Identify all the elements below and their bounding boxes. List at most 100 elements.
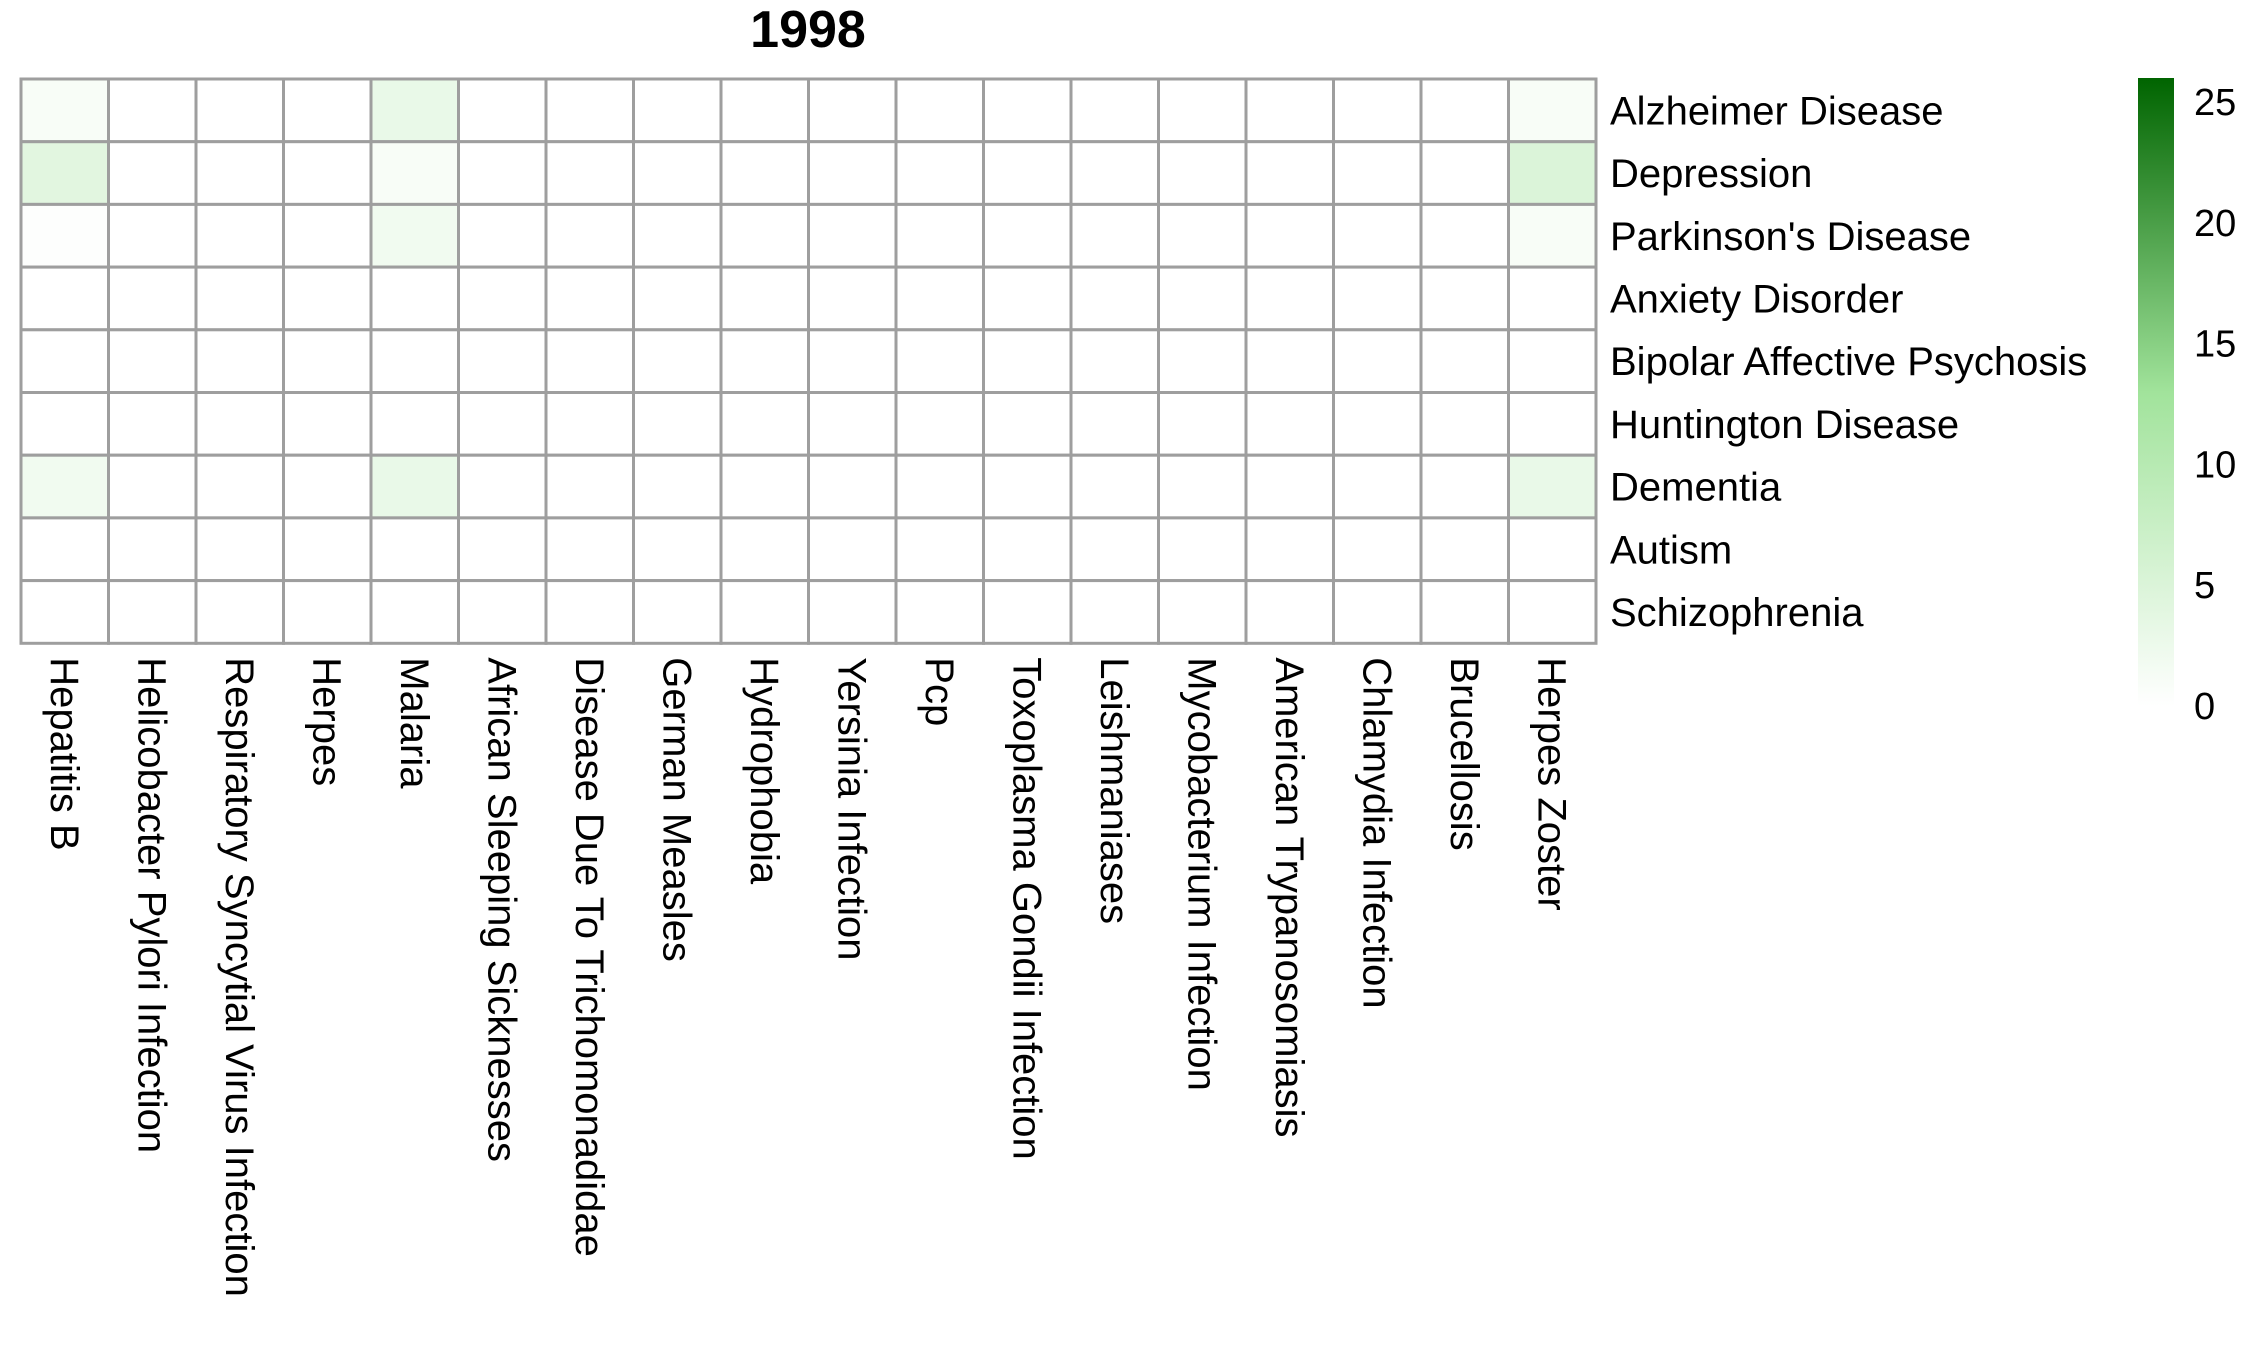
heatmap-cell-huntington-disease-respiratory-syncytial-virus-infection [194,391,285,457]
heatmap-cell-huntington-disease-chlamydia-infection [1332,391,1423,457]
heatmap-cell-autism-yersinia-infection [807,516,898,583]
heatmap-cell-schizophrenia-toxoplasma-gondii-infection [982,579,1073,645]
heatmap-cell-alzheimer-disease-yersinia-infection [807,77,898,144]
heatmap-cell-autism-malaria [369,516,460,583]
heatmap-cell-autism-mycobacterium-infection [1157,516,1248,583]
heatmap-cell-autism-helicobacter-pylori-infection [107,516,198,583]
heatmap-cell-parkinson-s-disease-german-measles [632,202,723,269]
heatmap-cell-dementia-malaria [369,453,460,520]
heatmap-cell-huntington-disease-disease-due-to-trichomonadidae [544,391,635,457]
heatmap-cell-depression-leishmaniases [1069,140,1160,206]
heatmap-cell-bipolar-affective-psychosis-malaria [369,328,460,394]
column-labels: Hepatitis B Helicobacter Pylori Infection… [42,657,1574,1297]
heatmap-cell-anxiety-disorder-chlamydia-infection [1332,265,1423,332]
heatmap-cell-bipolar-affective-psychosis-mycobacterium-infection [1157,328,1248,394]
column-label-american-trypanosomiasis: American Trypanosomiasis [1267,657,1311,1137]
row-label-schizophrenia: Schizophrenia [1610,591,1864,635]
heatmap-cell-anxiety-disorder-toxoplasma-gondii-infection [982,265,1073,332]
heatmap-cell-anxiety-disorder-pcp [894,265,985,332]
heatmap-cell-schizophrenia-leishmaniases [1069,579,1160,645]
heatmap-cell-anxiety-disorder-brucellosis [1419,265,1510,332]
heatmap-cell-schizophrenia-brucellosis [1419,579,1510,645]
color-legend-bar [2138,78,2174,706]
heatmap-cell-depression-mycobacterium-infection [1157,140,1248,206]
heatmap-cell-depression-herpes-zoster [1507,140,1598,206]
heatmap-cell-autism-disease-due-to-trichomonadidae [544,516,635,583]
row-label-bipolar-affective-psychosis: Bipolar Affective Psychosis [1610,340,2087,384]
heatmap-cell-parkinson-s-disease-american-trypanosomiasis [1244,202,1335,269]
heatmap-cell-depression-chlamydia-infection [1332,140,1423,206]
heatmap-cell-bipolar-affective-psychosis-leishmaniases [1069,328,1160,394]
heatmap-cell-alzheimer-disease-leishmaniases [1069,77,1160,144]
heatmap-cell-bipolar-affective-psychosis-helicobacter-pylori-infection [107,328,198,394]
row-label-autism: Autism [1610,528,1732,572]
heatmap-cell-dementia-german-measles [632,453,723,520]
heatmap-cell-alzheimer-disease-malaria [369,77,460,144]
column-label-pcp: Pcp [917,657,961,726]
column-label-helicobacter-pylori-infection: Helicobacter Pylori Infection [129,657,173,1153]
heatmap-cell-anxiety-disorder-hydrophobia [719,265,810,332]
column-label-malaria: Malaria [392,657,436,789]
row-label-depression: Depression [1610,152,1812,196]
heatmap-cell-anxiety-disorder-american-trypanosomiasis [1244,265,1335,332]
heatmap-cell-anxiety-disorder-helicobacter-pylori-infection [107,265,198,332]
heatmap-cell-dementia-yersinia-infection [807,453,898,520]
heatmap-cell-bipolar-affective-psychosis-disease-due-to-trichomonadidae [544,328,635,394]
heatmap-cell-alzheimer-disease-mycobacterium-infection [1157,77,1248,144]
heatmap-cell-bipolar-affective-psychosis-toxoplasma-gondii-infection [982,328,1073,394]
column-label-mycobacterium-infection: Mycobacterium Infection [1179,657,1223,1091]
heatmap-cell-alzheimer-disease-brucellosis [1419,77,1510,144]
heatmap-cell-parkinson-s-disease-disease-due-to-trichomonadidae [544,202,635,269]
column-label-hepatitis-b: Hepatitis B [42,657,86,850]
row-label-anxiety-disorder: Anxiety Disorder [1610,277,1903,321]
heatmap-cell-dementia-helicobacter-pylori-infection [107,453,198,520]
color-legend: 0 5 10 15 20 25 [2138,78,2236,728]
column-label-disease-due-to-trichomonadidae: Disease Due To Trichomonadidae [567,657,611,1257]
column-label-toxoplasma-gondii-infection: Toxoplasma Gondii Infection [1004,657,1048,1160]
heatmap-cell-dementia-mycobacterium-infection [1157,453,1248,520]
heatmap-cell-schizophrenia-american-trypanosomiasis [1244,579,1335,645]
heatmap-cell-dementia-herpes-zoster [1507,453,1598,520]
heatmap-cell-dementia-herpes [282,453,373,520]
heatmap-cell-parkinson-s-disease-hydrophobia [719,202,810,269]
heatmap-cell-huntington-disease-helicobacter-pylori-infection [107,391,198,457]
legend-tick-25: 25 [2194,82,2236,124]
heatmap-cell-alzheimer-disease-herpes-zoster [1507,77,1598,144]
heatmap-cell-huntington-disease-mycobacterium-infection [1157,391,1248,457]
column-label-brucellosis: Brucellosis [1442,657,1486,850]
row-label-huntington-disease: Huntington Disease [1610,403,1959,447]
heatmap-cell-parkinson-s-disease-brucellosis [1419,202,1510,269]
heatmap-cell-depression-herpes [282,140,373,206]
heatmap-cell-alzheimer-disease-hepatitis-b [19,77,110,144]
heatmap-cell-schizophrenia-helicobacter-pylori-infection [107,579,198,645]
heatmap-cell-bipolar-affective-psychosis-herpes-zoster [1507,328,1598,394]
heatmap-cell-dementia-toxoplasma-gondii-infection [982,453,1073,520]
heatmap-cell-dementia-chlamydia-infection [1332,453,1423,520]
heatmap-cell-parkinson-s-disease-malaria [369,202,460,269]
heatmap-cell-anxiety-disorder-yersinia-infection [807,265,898,332]
heatmap-cell-bipolar-affective-psychosis-pcp [894,328,985,394]
color-legend-ticks: 0 5 10 15 20 25 [2194,82,2236,728]
heatmap-cell-huntington-disease-hepatitis-b [19,391,110,457]
heatmap-cell-dementia-hydrophobia [719,453,810,520]
heatmap-cell-anxiety-disorder-malaria [369,265,460,332]
heatmap-cell-parkinson-s-disease-helicobacter-pylori-infection [107,202,198,269]
heatmap-cell-anxiety-disorder-german-measles [632,265,723,332]
legend-tick-20: 20 [2194,203,2236,245]
heatmap-cell-alzheimer-disease-toxoplasma-gondii-infection [982,77,1073,144]
heatmap-cell-schizophrenia-herpes [282,579,373,645]
heatmap-cell-huntington-disease-american-trypanosomiasis [1244,391,1335,457]
heatmap-cell-autism-hydrophobia [719,516,810,583]
heatmap-cell-autism-chlamydia-infection [1332,516,1423,583]
heatmap-cell-parkinson-s-disease-yersinia-infection [807,202,898,269]
heatmap-cell-alzheimer-disease-german-measles [632,77,723,144]
column-label-german-measles: German Measles [654,657,698,962]
heatmap-cell-bipolar-affective-psychosis-chlamydia-infection [1332,328,1423,394]
legend-tick-0: 0 [2194,686,2215,728]
heatmap-cell-alzheimer-disease-hydrophobia [719,77,810,144]
heatmap-cell-huntington-disease-leishmaniases [1069,391,1160,457]
heatmap-cell-depression-malaria [369,140,460,206]
heatmap-cell-schizophrenia-herpes-zoster [1507,579,1598,645]
heatmap-cell-schizophrenia-respiratory-syncytial-virus-infection [194,579,285,645]
